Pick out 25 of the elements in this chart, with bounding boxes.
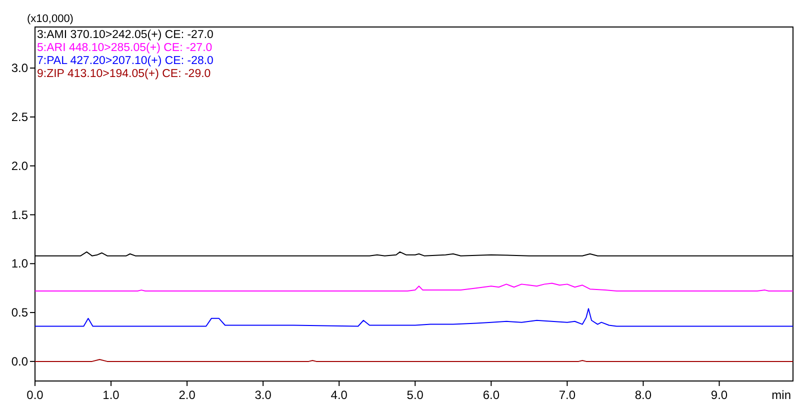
x-axis-title: min: [772, 388, 791, 402]
y-tick-label: 3.0: [11, 61, 28, 76]
x-tick-label: 3.0: [254, 388, 272, 402]
x-tick-label: 5.0: [406, 388, 424, 402]
text: 7:PAL 427.20>207.10(+) CE: -28.0: [37, 55, 214, 67]
x-tick-label: 6.0: [482, 388, 500, 402]
line-series: [35, 308, 793, 327]
y-tick-label: 0.5: [11, 306, 28, 320]
x-tick-label: 7.0: [558, 388, 576, 402]
x-tick-label: 1.0: [102, 388, 120, 402]
y-axis-title: (x10,000): [27, 13, 74, 25]
text: 3:AMI 370.10>242.05(+) CE: -27.0: [37, 29, 214, 41]
y-tick-label: 2.0: [11, 158, 28, 173]
x-tick-label: 2.0: [178, 388, 196, 402]
x-tick-label: 8.0: [634, 388, 652, 402]
text: 5:ARI 448.10>285.05(+) CE: -27.0: [37, 42, 212, 54]
x-tick-label: 0.0: [26, 388, 44, 402]
line-series: [35, 282, 793, 292]
text: 9:ZIP 413.10>194.05(+) CE: -29.0: [37, 68, 211, 80]
y-tick-label: 1.5: [11, 208, 28, 222]
x-tick-label: 9.0: [710, 388, 728, 402]
y-tick-label: 1.0: [11, 256, 28, 271]
y-tick-label: 2.5: [11, 110, 28, 124]
x-tick-label: 4.0: [330, 388, 348, 402]
y-tick-label: 0.0: [11, 354, 28, 368]
